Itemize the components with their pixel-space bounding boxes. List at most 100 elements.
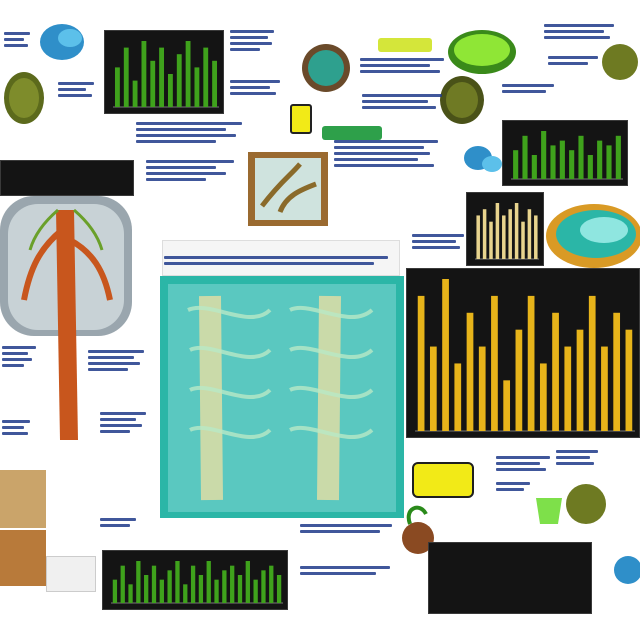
text-block: [556, 450, 602, 465]
text-block: [334, 140, 442, 167]
bar: [513, 150, 519, 179]
bar: [552, 312, 559, 431]
bar: [245, 561, 250, 603]
text-block: [164, 256, 394, 265]
bar: [606, 145, 612, 179]
bar: [214, 579, 219, 603]
bar: [203, 47, 209, 107]
bar: [183, 584, 188, 603]
bar-chart-panel: [466, 192, 544, 266]
text-block: [230, 80, 282, 95]
bar: [417, 295, 425, 431]
kidney-icon: [40, 24, 84, 60]
bar-chart-panel: [104, 30, 224, 114]
caption-panel: [428, 542, 592, 614]
text-block: [502, 84, 558, 93]
text-block: [4, 32, 34, 47]
bar: [515, 329, 523, 431]
bar: [503, 380, 511, 431]
bar: [128, 584, 133, 603]
bar: [478, 346, 486, 431]
bar: [508, 209, 512, 259]
text-block: [230, 30, 276, 51]
bar: [151, 565, 157, 603]
bar: [176, 54, 182, 107]
bar: [144, 575, 149, 603]
bar: [522, 135, 528, 179]
bar: [123, 47, 129, 107]
bar: [534, 215, 538, 259]
bar: [167, 570, 172, 603]
bar: [588, 295, 596, 431]
bar: [466, 312, 474, 431]
bar: [541, 131, 547, 179]
bar: [569, 150, 575, 179]
bar: [237, 575, 243, 603]
bar: [261, 570, 266, 603]
text-block: [2, 420, 32, 435]
bar: [625, 329, 633, 431]
bar: [212, 60, 218, 107]
text-block: [300, 566, 396, 575]
cell-icon: [4, 72, 44, 124]
bar: [514, 203, 519, 259]
bar: [159, 579, 164, 603]
bar: [550, 145, 556, 179]
bar: [539, 363, 547, 431]
bar: [150, 60, 156, 107]
bar: [521, 221, 525, 259]
bar: [206, 561, 211, 603]
bar: [482, 209, 487, 259]
text-block: [412, 234, 468, 249]
badge: [412, 462, 474, 498]
bar: [185, 41, 191, 107]
text-block: [100, 412, 148, 433]
organ-icon: [546, 204, 640, 268]
cell-icon: [440, 76, 484, 124]
accent-chip: [290, 104, 312, 134]
bar: [429, 346, 437, 431]
bar: [502, 215, 506, 259]
bar: [194, 67, 200, 107]
bar: [442, 279, 449, 431]
bar-chart-panel: [502, 120, 628, 186]
plant-icon: [402, 484, 606, 554]
cell-icon: [302, 44, 350, 92]
text-block: [548, 56, 602, 65]
bar: [587, 155, 593, 179]
bar: [597, 140, 603, 179]
text-block: [2, 346, 38, 367]
text-block: [88, 350, 148, 371]
bar: [230, 565, 235, 603]
bar: [531, 155, 537, 179]
bar: [222, 570, 227, 603]
text-block: [136, 122, 244, 143]
text-block: [58, 82, 98, 97]
bar: [253, 579, 258, 603]
text-block: [544, 24, 624, 39]
bar: [269, 565, 274, 603]
bar: [276, 575, 282, 603]
bar: [613, 312, 621, 431]
vessel-icon: [248, 152, 328, 226]
cell-icon: [448, 30, 516, 74]
bar: [167, 74, 173, 107]
bar: [141, 41, 147, 107]
bar: [527, 295, 535, 431]
bar: [159, 47, 165, 107]
bar: [198, 575, 204, 603]
bar: [495, 203, 500, 259]
lung-icon: [160, 276, 404, 518]
text-block: [300, 524, 396, 533]
kidney-icon: [464, 146, 502, 172]
text-block: [496, 482, 534, 491]
organ-icon: [0, 470, 46, 586]
bar: [190, 565, 196, 603]
bar-chart-panel: [102, 550, 288, 610]
text-block: [362, 94, 448, 109]
accent-chip: [322, 126, 382, 140]
cell-icon: [614, 556, 640, 584]
bar: [578, 135, 584, 179]
bar-chart-panel: [406, 268, 640, 438]
